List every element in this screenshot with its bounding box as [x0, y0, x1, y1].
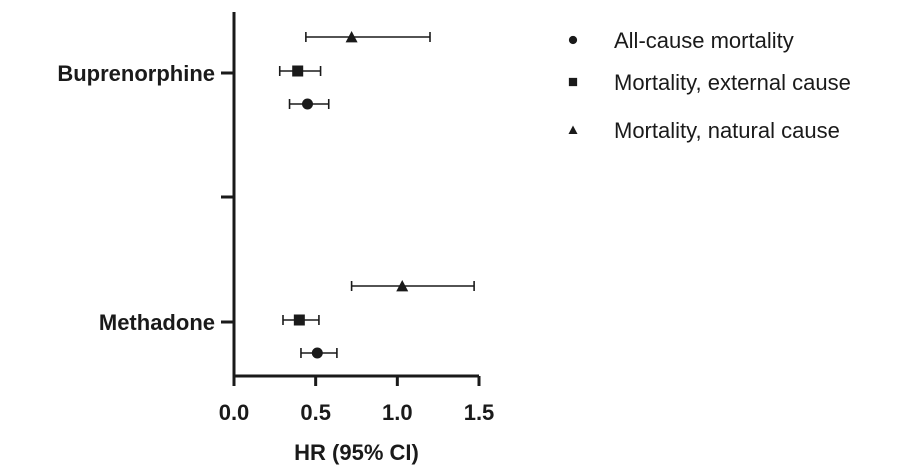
- axes: Buprenorphine Methadone 0.0 0.5 1.0 1.5 HR (95…: [57, 12, 494, 465]
- marker-triangle: [396, 280, 409, 292]
- legend: All-cause mortality Mortality, external c…: [568, 28, 851, 143]
- x-tick-label: 1.5: [464, 400, 495, 425]
- category-label: Buprenorphine: [57, 61, 215, 86]
- marker-circle: [568, 35, 578, 45]
- x-tick-label: 0.5: [300, 400, 331, 425]
- category-label: Methadone: [99, 310, 215, 335]
- marker-square: [293, 314, 305, 326]
- x-axis-label: HR (95% CI): [294, 440, 419, 465]
- legend-label: Mortality, external cause: [614, 70, 851, 95]
- legend-label: Mortality, natural cause: [614, 118, 840, 143]
- legend-label: All-cause mortality: [614, 28, 794, 53]
- marker-circle: [311, 347, 323, 359]
- x-tick-label: 0.0: [219, 400, 250, 425]
- marker-square: [568, 77, 578, 87]
- x-tick-label: 1.0: [382, 400, 413, 425]
- marker-triangle: [568, 125, 578, 135]
- marker-circle: [302, 98, 313, 110]
- marks: [278, 31, 475, 359]
- marker-square: [292, 65, 304, 77]
- marker-triangle: [345, 31, 358, 43]
